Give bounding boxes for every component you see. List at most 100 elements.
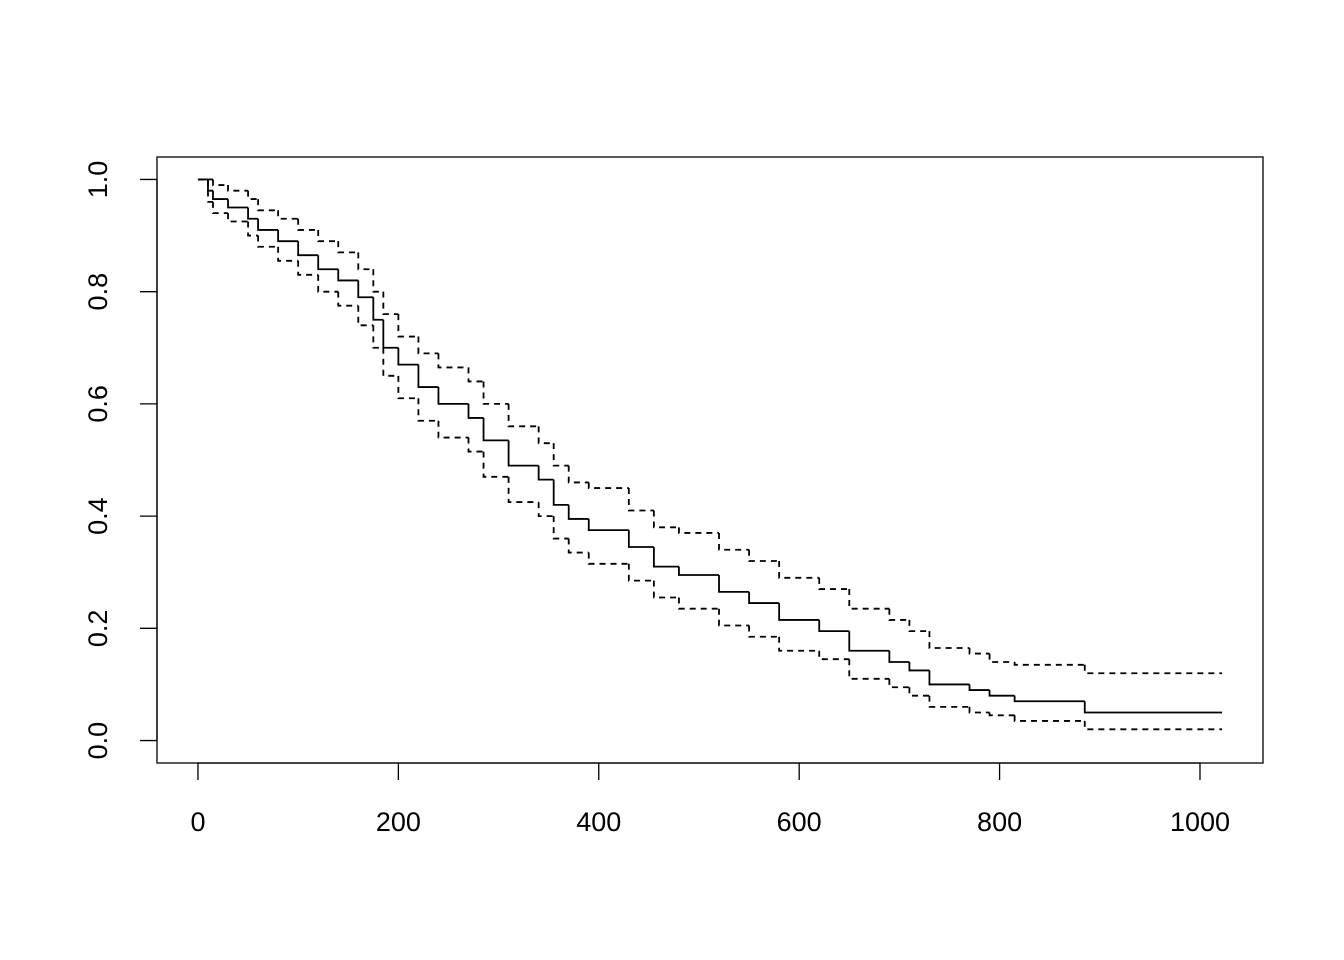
step-segment <box>437 420 469 439</box>
x-tick-label: 800 <box>977 807 1022 837</box>
step-segment <box>537 502 554 518</box>
step-segment <box>678 597 720 610</box>
y-tick-label: 0.0 <box>83 722 113 760</box>
step-segment <box>467 437 484 453</box>
step-segment <box>337 291 359 307</box>
step-segment <box>928 695 970 708</box>
step-segment <box>417 336 439 355</box>
step-segment <box>382 291 399 316</box>
step-segment <box>507 440 539 467</box>
step-segment <box>988 690 1015 697</box>
step-segment <box>818 650 850 661</box>
step-segment <box>552 479 569 506</box>
step-segment <box>888 678 910 689</box>
step-segment <box>1083 720 1223 731</box>
step-segment <box>1013 715 1085 722</box>
step-segment <box>567 465 589 484</box>
step-segment <box>437 387 469 405</box>
step-segment <box>652 510 679 529</box>
step-segment <box>382 347 399 377</box>
y-tick-label: 0.6 <box>83 385 113 423</box>
step-segment <box>908 687 930 697</box>
step-segment <box>317 255 339 271</box>
step-segment <box>337 241 359 254</box>
step-segment <box>212 179 229 186</box>
step-segment <box>988 712 1015 717</box>
step-segment <box>552 443 569 467</box>
step-segment <box>227 185 249 192</box>
step-segment <box>928 631 970 649</box>
step-segment <box>678 566 720 576</box>
step-segment <box>227 213 249 223</box>
step-segment <box>988 653 1015 663</box>
step-segment <box>627 488 654 512</box>
step-segment <box>567 538 589 554</box>
step-segment <box>297 260 319 276</box>
step-segment <box>247 207 259 220</box>
x-tick-label: 1000 <box>1170 807 1230 837</box>
step-segment <box>908 662 930 672</box>
step-segment <box>357 252 374 271</box>
step-segment <box>207 179 213 203</box>
y-tick-label: 0.2 <box>83 610 113 648</box>
step-segment <box>718 575 750 593</box>
step-segment <box>537 426 554 445</box>
step-segment <box>247 190 259 200</box>
step-segment <box>317 229 339 243</box>
step-segment <box>482 451 509 478</box>
step-segment <box>437 353 469 369</box>
y-tick-label: 0.4 <box>83 497 113 535</box>
step-segment <box>357 280 374 299</box>
step-segment <box>908 619 930 633</box>
step-segment <box>587 552 629 565</box>
step-segment <box>1083 701 1223 714</box>
step-segment <box>848 631 890 652</box>
step-segment <box>678 527 720 534</box>
step-segment <box>397 314 419 338</box>
step-segment <box>1013 695 1085 703</box>
step-segment <box>372 269 384 293</box>
step-segment <box>567 504 589 520</box>
step-segment <box>257 235 279 248</box>
step-segment <box>748 549 780 562</box>
step-segment <box>928 670 970 686</box>
step-segment <box>277 210 299 220</box>
step-segment <box>888 650 910 663</box>
step-segment <box>718 608 750 627</box>
step-segment <box>652 546 679 568</box>
y-tick-label: 1.0 <box>83 161 113 199</box>
step-segment <box>537 465 554 481</box>
step-segment <box>778 636 820 652</box>
step-segment <box>417 398 439 422</box>
step-segment <box>848 659 890 680</box>
step-segment <box>397 347 419 366</box>
step-segment <box>317 274 339 293</box>
step-segment <box>257 218 279 231</box>
step-segment <box>467 403 484 419</box>
step-segment <box>818 577 850 590</box>
step-segment <box>337 269 359 282</box>
step-segment <box>372 325 384 349</box>
step-segment <box>507 476 539 503</box>
step-segment <box>212 201 229 215</box>
step-segment <box>227 199 249 209</box>
step-segment <box>297 218 319 231</box>
step-segment <box>848 589 890 610</box>
step-segment <box>467 367 484 383</box>
step-segment <box>748 625 780 638</box>
step-segment <box>888 608 910 621</box>
step-segment <box>652 580 679 599</box>
step-segment <box>247 221 259 237</box>
step-segment <box>482 417 509 442</box>
step-segment <box>507 403 539 428</box>
step-segment <box>627 563 654 582</box>
step-segment <box>382 319 399 349</box>
step-segment <box>397 375 419 400</box>
step-segment <box>968 706 990 714</box>
step-segment <box>778 561 820 579</box>
y-tick-label: 0.8 <box>83 273 113 311</box>
step-segment <box>482 381 509 405</box>
step-segment <box>257 199 279 212</box>
x-tick-label: 400 <box>576 807 621 837</box>
step-segment <box>587 482 629 489</box>
